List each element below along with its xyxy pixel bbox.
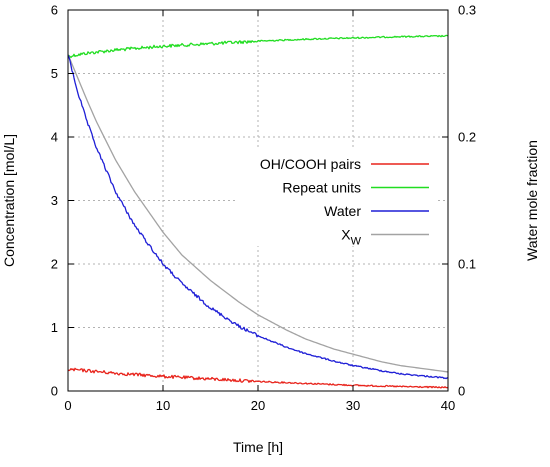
y-tick-label-right: 0.1	[458, 257, 476, 272]
y-tick-label-left: 4	[51, 130, 58, 145]
x-tick-label: 20	[251, 398, 265, 413]
series-line-2	[67, 54, 449, 380]
legend-label: Repeat units	[282, 180, 361, 196]
y-tick-label-right: 0	[458, 384, 465, 399]
series-line-0	[67, 367, 449, 389]
y-tick-label-left: 5	[51, 66, 58, 81]
y-tick-label-left: 3	[51, 193, 58, 208]
y-axis-label-left: Concentration [mol/L]	[1, 134, 17, 267]
y-tick-label-right: 0.3	[458, 3, 476, 18]
y-axis-label-right: Water mole fraction	[524, 140, 540, 261]
x-tick-label: 10	[156, 398, 170, 413]
legend-label: XW	[341, 227, 361, 248]
x-tick-label: 30	[346, 398, 360, 413]
legend-label-main: X	[341, 227, 351, 243]
y-tick-label-left: 0	[51, 384, 58, 399]
series-line-1	[67, 34, 449, 59]
y-tick-label-left: 2	[51, 257, 58, 272]
legend-label: Water	[324, 203, 361, 219]
legend: OH/COOH pairs Repeat units Water XW	[260, 156, 429, 248]
x-tick-label: 40	[441, 398, 455, 413]
y-tick-label-left: 1	[51, 320, 58, 335]
y-tick-label-right: 0.2	[458, 130, 476, 145]
legend-label: OH/COOH pairs	[260, 156, 361, 172]
y-tick-label-left: 6	[51, 3, 58, 18]
x-axis-label: Time [h]	[233, 439, 283, 455]
series-line-3	[67, 54, 449, 373]
x-tick-label: 0	[64, 398, 71, 413]
legend-label-subscript: W	[351, 236, 362, 248]
series-group	[67, 34, 449, 389]
